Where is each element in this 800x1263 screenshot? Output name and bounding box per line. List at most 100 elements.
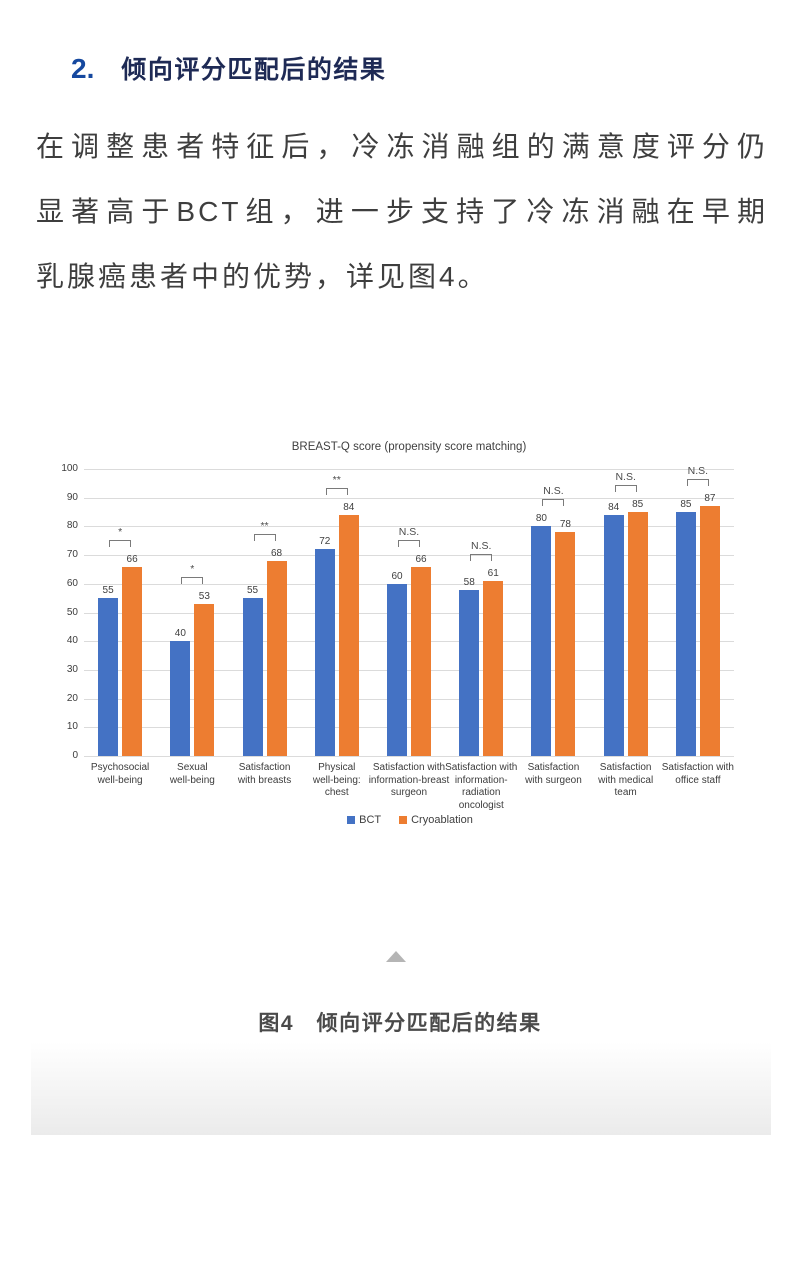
- bar-value-label: 66: [126, 553, 138, 565]
- category-label: Satisfaction with office staff: [660, 762, 736, 787]
- bar-cryoablation: [483, 580, 504, 756]
- significance-label: N.S.: [471, 539, 492, 552]
- bar-bct: [242, 598, 263, 756]
- bar-cryoablation: [266, 560, 287, 756]
- significance-label: N.S.: [615, 471, 636, 484]
- bar-bct: [387, 583, 407, 756]
- significance-bracket: [542, 499, 565, 507]
- y-gridline: [84, 669, 734, 671]
- legend-swatch: [399, 816, 408, 824]
- category-label-line: Sexual: [177, 762, 208, 773]
- bar-value-label: 53: [198, 590, 210, 602]
- category-label: Satisfaction with breasts: [227, 762, 303, 787]
- legend-label: Cryoablation: [411, 814, 473, 826]
- y-gridline: [84, 641, 734, 643]
- category-label-line: well-being: [169, 774, 215, 786]
- breastq-bar-chart: BREAST-Q score (propensity score matchin…: [60, 437, 760, 843]
- bar-cryoablation: [555, 532, 576, 756]
- bar-value-label: 87: [704, 493, 716, 505]
- category-label: Physical well-being: chest: [299, 762, 375, 800]
- legend-item-bct: BCT: [347, 814, 381, 826]
- section-heading: 2. 倾向评分匹配后的结果: [71, 50, 386, 86]
- y-axis-tick-label: 80: [66, 520, 78, 532]
- category-label-line: team: [614, 787, 637, 798]
- category-label: Sexual well-being: [154, 762, 230, 787]
- bar-bct: [531, 526, 552, 756]
- significance-label: *: [118, 525, 123, 538]
- bar-value-label: 84: [608, 501, 620, 513]
- y-axis-tick-label: 30: [66, 663, 78, 675]
- paragraph-line-1: 在调整患者特征后，冷冻消融组的满意度评分仍: [36, 131, 768, 162]
- bar-bct: [459, 589, 480, 756]
- y-gridline: [84, 555, 734, 557]
- bar-value-label: 72: [319, 536, 331, 548]
- y-gridline: [84, 698, 734, 700]
- bar-bct: [314, 549, 335, 756]
- paragraph-line-3: 乳腺癌患者中的优势，详见图4。: [36, 261, 489, 292]
- bar-value-label: 40: [174, 628, 186, 640]
- category-label: Satisfaction with medical team: [588, 762, 664, 800]
- category-label-line: with breasts: [237, 774, 292, 786]
- y-axis-tick-label: 100: [61, 463, 78, 474]
- bar-value-label: 80: [535, 513, 547, 525]
- y-axis-tick-label: 10: [66, 721, 78, 733]
- bar-cryoablation: [627, 512, 648, 756]
- y-axis-tick-label: 70: [66, 549, 78, 561]
- category-label-line: chest: [324, 787, 349, 798]
- category-label-line: Satisfaction with: [372, 762, 446, 773]
- category-label-line: well-being:: [312, 774, 361, 786]
- bar-bct: [98, 598, 119, 756]
- legend-item-cryoablation: Cryoablation: [399, 814, 473, 826]
- bar-bct: [675, 512, 696, 756]
- category-label-line: Satisfaction with: [661, 762, 734, 773]
- section-title: 倾向评分匹配后的结果: [121, 56, 387, 84]
- bar-value-label: 60: [391, 570, 403, 582]
- significance-bracket: [470, 553, 493, 561]
- category-label: Satisfaction with information-breast surge…: [369, 762, 450, 800]
- chart-legend: BCT Cryoablation: [60, 814, 760, 826]
- significance-label: **: [332, 473, 341, 486]
- bar-value-label: 84: [343, 501, 355, 513]
- y-gridline: [84, 469, 734, 470]
- category-label-line: surgeon: [390, 787, 428, 798]
- y-axis-tick-label: 20: [66, 692, 78, 704]
- bar-cryoablation: [122, 566, 143, 756]
- bar-value-label: 61: [487, 567, 499, 579]
- category-label-line: Physical: [318, 762, 356, 773]
- significance-bracket: [253, 533, 276, 541]
- legend-label: BCT: [359, 814, 382, 826]
- category-label-line: information-: [454, 774, 508, 786]
- significance-bracket: [686, 479, 709, 487]
- bar-bct: [603, 514, 624, 756]
- y-gridline: [84, 497, 734, 499]
- bar-value-label: 85: [632, 499, 644, 511]
- significance-label: *: [190, 562, 195, 575]
- bar-value-label: 68: [270, 547, 283, 559]
- significance-label: N.S.: [687, 465, 709, 478]
- bar-value-label: 85: [680, 499, 692, 511]
- category-label-line: Psychosocial: [90, 762, 150, 773]
- collapse-triangle-icon: [386, 951, 406, 962]
- category-label: Psychosocial well-being: [82, 762, 158, 787]
- body-paragraph: 在调整患者特征后，冷冻消融组的满意度评分仍 显著高于BCT组，进一步支持了冷冻消…: [36, 114, 768, 309]
- chart-title: BREAST-Q score (propensity score matchin…: [291, 441, 527, 453]
- category-label-line: oncologist: [458, 799, 504, 811]
- figure-caption: 图4 倾向评分匹配后的结果: [258, 1012, 542, 1035]
- y-axis-tick-label: 90: [66, 491, 78, 503]
- significance-bracket: [181, 576, 204, 584]
- bar-value-label: 58: [463, 576, 475, 588]
- bar-bct: [170, 641, 191, 756]
- bar-value-label: 55: [102, 585, 114, 597]
- category-label-line: office staff: [675, 774, 721, 786]
- category-label: Satisfaction with information-radiation on…: [443, 762, 519, 812]
- significance-label: **: [260, 519, 269, 532]
- bar-cryoablation: [338, 514, 359, 756]
- significance-bracket: [398, 539, 420, 547]
- bar-cryoablation: [194, 603, 215, 756]
- y-axis-tick-label: 0: [72, 750, 78, 761]
- significance-label: N.S.: [543, 485, 564, 498]
- category-label-line: Satisfaction: [238, 762, 291, 773]
- category-label-line: radiation: [462, 787, 501, 798]
- bar-value-label: 78: [559, 519, 571, 531]
- y-gridline: [84, 756, 734, 757]
